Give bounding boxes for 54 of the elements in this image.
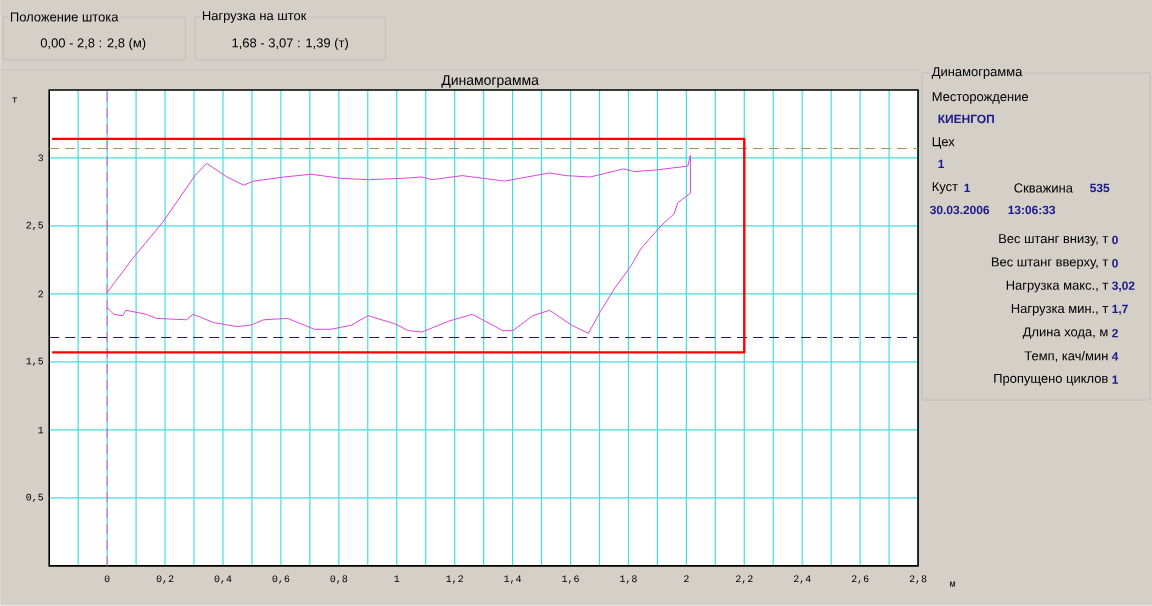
text: Положение штока: [10, 12, 119, 22]
text: Вес штанг вверху, т: [991, 257, 1109, 270]
x-tick-label: 2,8: [909, 575, 927, 584]
x-tick-label: 1,6: [562, 575, 579, 584]
text: 0,00 - 2,8 : 2,8 (м): [40, 38, 146, 51]
y-tick-label: 1: [38, 426, 44, 434]
text: 0: [1112, 259, 1118, 268]
x-tick-label: 1: [394, 575, 400, 583]
chart-title: Динамограмма: [441, 75, 539, 88]
text: Нагрузка мин., т: [1011, 304, 1109, 316]
y-tick-label: 1,5: [26, 357, 44, 367]
y-tick-label: 3: [38, 154, 44, 162]
x-tick-label: 1,4: [504, 575, 522, 584]
y-tick-label: 2,5: [26, 221, 44, 231]
text: 3,02: [1111, 281, 1135, 292]
text: Нагрузка на шток: [202, 11, 307, 23]
text: Цех: [932, 137, 955, 149]
text: Нагрузка макс., т: [1006, 280, 1109, 293]
text: 0: [1112, 235, 1118, 245]
text: 1,68 - 3,07 : 1,39 (т): [232, 38, 348, 51]
x-tick-label: 2: [684, 575, 689, 583]
x-tick-label: 0,6: [272, 575, 290, 584]
y-axis-title: т: [12, 97, 18, 103]
x-tick-label: 0,8: [330, 575, 348, 584]
x-tick-label: 0,2: [156, 575, 174, 584]
x-tick-label: 2,6: [851, 575, 869, 584]
text: 1: [1112, 375, 1119, 384]
x-tick-label: 2,4: [793, 575, 811, 584]
text: Пропущено циклов: [994, 373, 1108, 386]
line-series: [106, 154, 691, 334]
y-tick-label: 2: [38, 290, 43, 298]
x-tick-label: 1,8: [620, 575, 637, 584]
x-tick-label: 0: [104, 575, 110, 583]
y-tick-label: 0,5: [26, 493, 44, 503]
text: 4: [1111, 352, 1119, 361]
text: Длина хода, м: [1022, 327, 1108, 339]
text: 1,7: [1112, 304, 1128, 315]
text: Темп, кач/мин: [1024, 350, 1108, 362]
text: 2: [1112, 329, 1118, 338]
x-axis-title: м: [950, 581, 956, 587]
text: 30.03.2006: [930, 205, 990, 215]
text: КИЕНГОП: [938, 114, 994, 124]
text: 13:06:33: [1008, 205, 1056, 215]
x-tick-label: 0,4: [214, 575, 232, 584]
text: Динамограмма: [931, 67, 1023, 79]
text: Скважина: [1014, 183, 1073, 193]
x-tick-label: 2,2: [736, 575, 753, 584]
text: 1: [938, 159, 945, 169]
text: Вес штанг внизу, т: [999, 234, 1109, 246]
text: 1: [964, 183, 971, 193]
text: Месторождение: [932, 92, 1029, 104]
text: Куст: [932, 182, 958, 194]
x-tick-label: 1,2: [446, 575, 463, 584]
text: 535: [1090, 183, 1110, 193]
